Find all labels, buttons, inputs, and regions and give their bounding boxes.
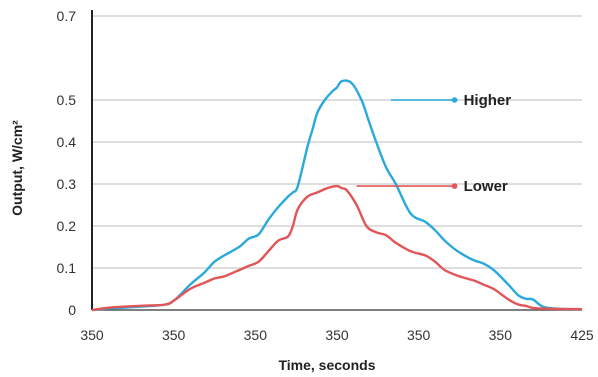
- x-tick-label: 425: [570, 327, 594, 343]
- label-dot-lower: [451, 183, 458, 189]
- x-tick-label: 350: [162, 327, 186, 343]
- y-tick-label: 0.2: [57, 218, 77, 234]
- y-tick-label: 0.1: [57, 260, 77, 276]
- x-axis-ticks: 350 350 350 350 350 350 425: [80, 327, 594, 343]
- x-tick-label: 350: [80, 327, 104, 343]
- series-label-higher: Higher: [464, 92, 512, 109]
- x-tick-label: 350: [325, 327, 349, 343]
- y-axis-title: Output, W/cm²: [9, 120, 25, 216]
- series-labels: Higher Lower: [356, 92, 512, 195]
- series-line-higher: [91, 79, 583, 312]
- gridlines: [92, 15, 582, 311]
- y-tick-label: 0.7: [57, 8, 77, 24]
- y-tick-label: 0.5: [57, 92, 77, 108]
- series-layer: [91, 79, 583, 312]
- series-line-lower: [91, 184, 583, 312]
- y-tick-label: 0.3: [57, 176, 77, 192]
- y-tick-label: 0.4: [57, 134, 77, 150]
- y-tick-label: 0: [68, 302, 76, 318]
- series-label-lower: Lower: [464, 178, 508, 195]
- y-axis-ticks: 0 0.1 0.2 0.3 0.4 0.5 0.7: [57, 8, 77, 318]
- x-tick-label: 350: [489, 327, 513, 343]
- x-axis-title: Time, seconds: [278, 357, 375, 373]
- x-tick-label: 350: [407, 327, 431, 343]
- label-dot-higher: [451, 97, 458, 103]
- x-tick-label: 350: [244, 327, 268, 343]
